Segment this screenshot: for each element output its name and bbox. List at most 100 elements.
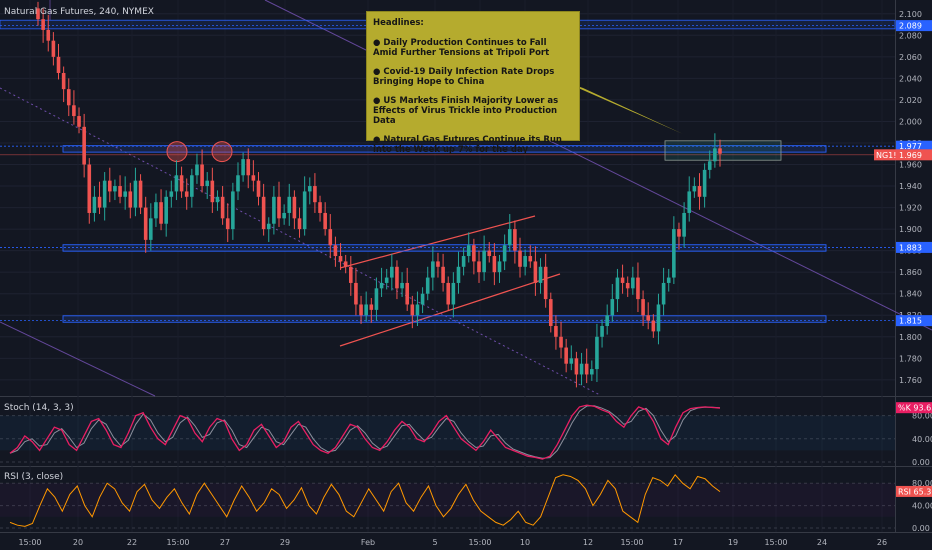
price-tag-label: 2.089 [899,22,922,31]
candle-body [456,266,461,283]
x-tick-label: 24 [817,538,827,547]
candle-body [266,223,271,230]
candle-body [487,250,492,257]
price-tag [896,20,932,32]
candle-body [564,347,568,364]
candle-body [277,196,281,219]
candle-body [497,261,502,273]
candle-body [220,196,225,219]
candle-body [328,229,333,246]
candle-body [323,212,327,230]
candle-body [492,256,497,273]
candle-body [574,358,579,375]
candle-body [231,191,235,230]
candle-body [374,288,379,310]
rsi-pane [0,473,895,527]
candle-body [702,169,707,197]
candle-body [625,282,630,289]
series-tag [874,149,896,161]
support-resistance-zone [62,315,827,323]
x-tick-label: 15:00 [166,538,189,547]
candle-body [282,212,286,219]
candle-body [348,266,353,283]
candle-body [636,277,640,300]
candle-body [46,29,51,41]
candle-body [595,336,599,370]
candle-body [507,229,512,246]
candle-body [128,191,133,208]
rsi-line [9,473,721,527]
stoch-tick-label: 80.00 [912,412,932,421]
candle-body [123,191,127,197]
price-tag-label: 1.815 [899,317,922,326]
price-candles [36,1,722,388]
candle-body [72,105,76,117]
y-tick-label: 1.800 [899,333,922,342]
candle-body [677,229,681,237]
x-tick-label: 19 [728,538,738,547]
stoch-band [0,415,895,451]
highlight-box [664,140,782,161]
rsi-tick-label: 40.00 [912,502,932,511]
candle-body [584,363,589,375]
candle-body [82,126,86,165]
y-tick-label: 2.060 [899,53,922,62]
candle-body [672,229,676,278]
candle-body [133,180,138,208]
candle-body [554,326,558,337]
candle-body [302,191,307,230]
price-tag-label: 1.969 [899,151,922,160]
candle-body [195,164,199,176]
candle-body [87,164,92,213]
candle-body [56,56,61,73]
candle-body [461,256,466,267]
candle-body [359,304,363,316]
candle-body [425,277,430,294]
candle-body [641,299,645,316]
candle-body [528,256,533,262]
top-marker [166,141,188,163]
price-tag [896,149,932,161]
rsi-tag-label: RSI 65.30 [898,487,932,496]
headline-item: Natural Gas Futures Continue its Run int… [373,135,573,155]
candle-body [97,196,102,208]
rsi-tick-label: 80.00 [912,479,932,488]
candle-body [287,196,292,213]
price-tag [896,241,932,253]
support-resistance-zone [62,244,827,252]
price-axis[interactable]: 2.1002.0802.0602.0402.0202.0001.9801.960… [874,10,932,533]
candle-body [333,245,338,257]
candle-body [472,245,476,262]
y-tick-label: 2.100 [899,10,922,19]
stoch-tag [896,402,932,414]
candle-body [538,266,543,283]
candle-body [66,89,71,106]
dotted-trend-line [0,87,601,396]
candle-body [179,175,184,192]
candle-body [548,299,553,327]
rsi-tag [896,485,932,497]
y-tick-label: 1.840 [899,290,922,299]
candle-body [713,148,717,162]
candle-body [364,304,368,316]
headlines-callout[interactable]: Headlines: Daily Production Continues to… [366,11,580,155]
y-tick-label: 2.040 [899,74,922,83]
x-tick-label: 27 [220,538,230,547]
candle-body [338,256,343,262]
time-axis[interactable]: 15:00 20 22 15:00 27 29 Feb 5 15:00 10 12 15:00 17 19… [18,538,887,547]
rsi-tick-label: 0.00 [912,524,930,533]
candle-body [692,186,697,192]
x-tick-label: 15:00 [468,538,491,547]
candle-body [369,304,374,310]
price-tag [896,315,932,327]
x-tick-label: 15:00 [620,538,643,547]
candle-body [569,358,574,364]
candle-body [210,180,215,203]
y-tick-label: 2.080 [899,31,922,40]
candle-body [651,320,656,332]
candle-body [600,326,604,337]
y-tick-label: 1.900 [899,225,922,234]
candle-body [36,8,40,20]
x-tick-label: 10 [520,538,530,547]
rsi-title: RSI (3, close) [4,472,64,482]
